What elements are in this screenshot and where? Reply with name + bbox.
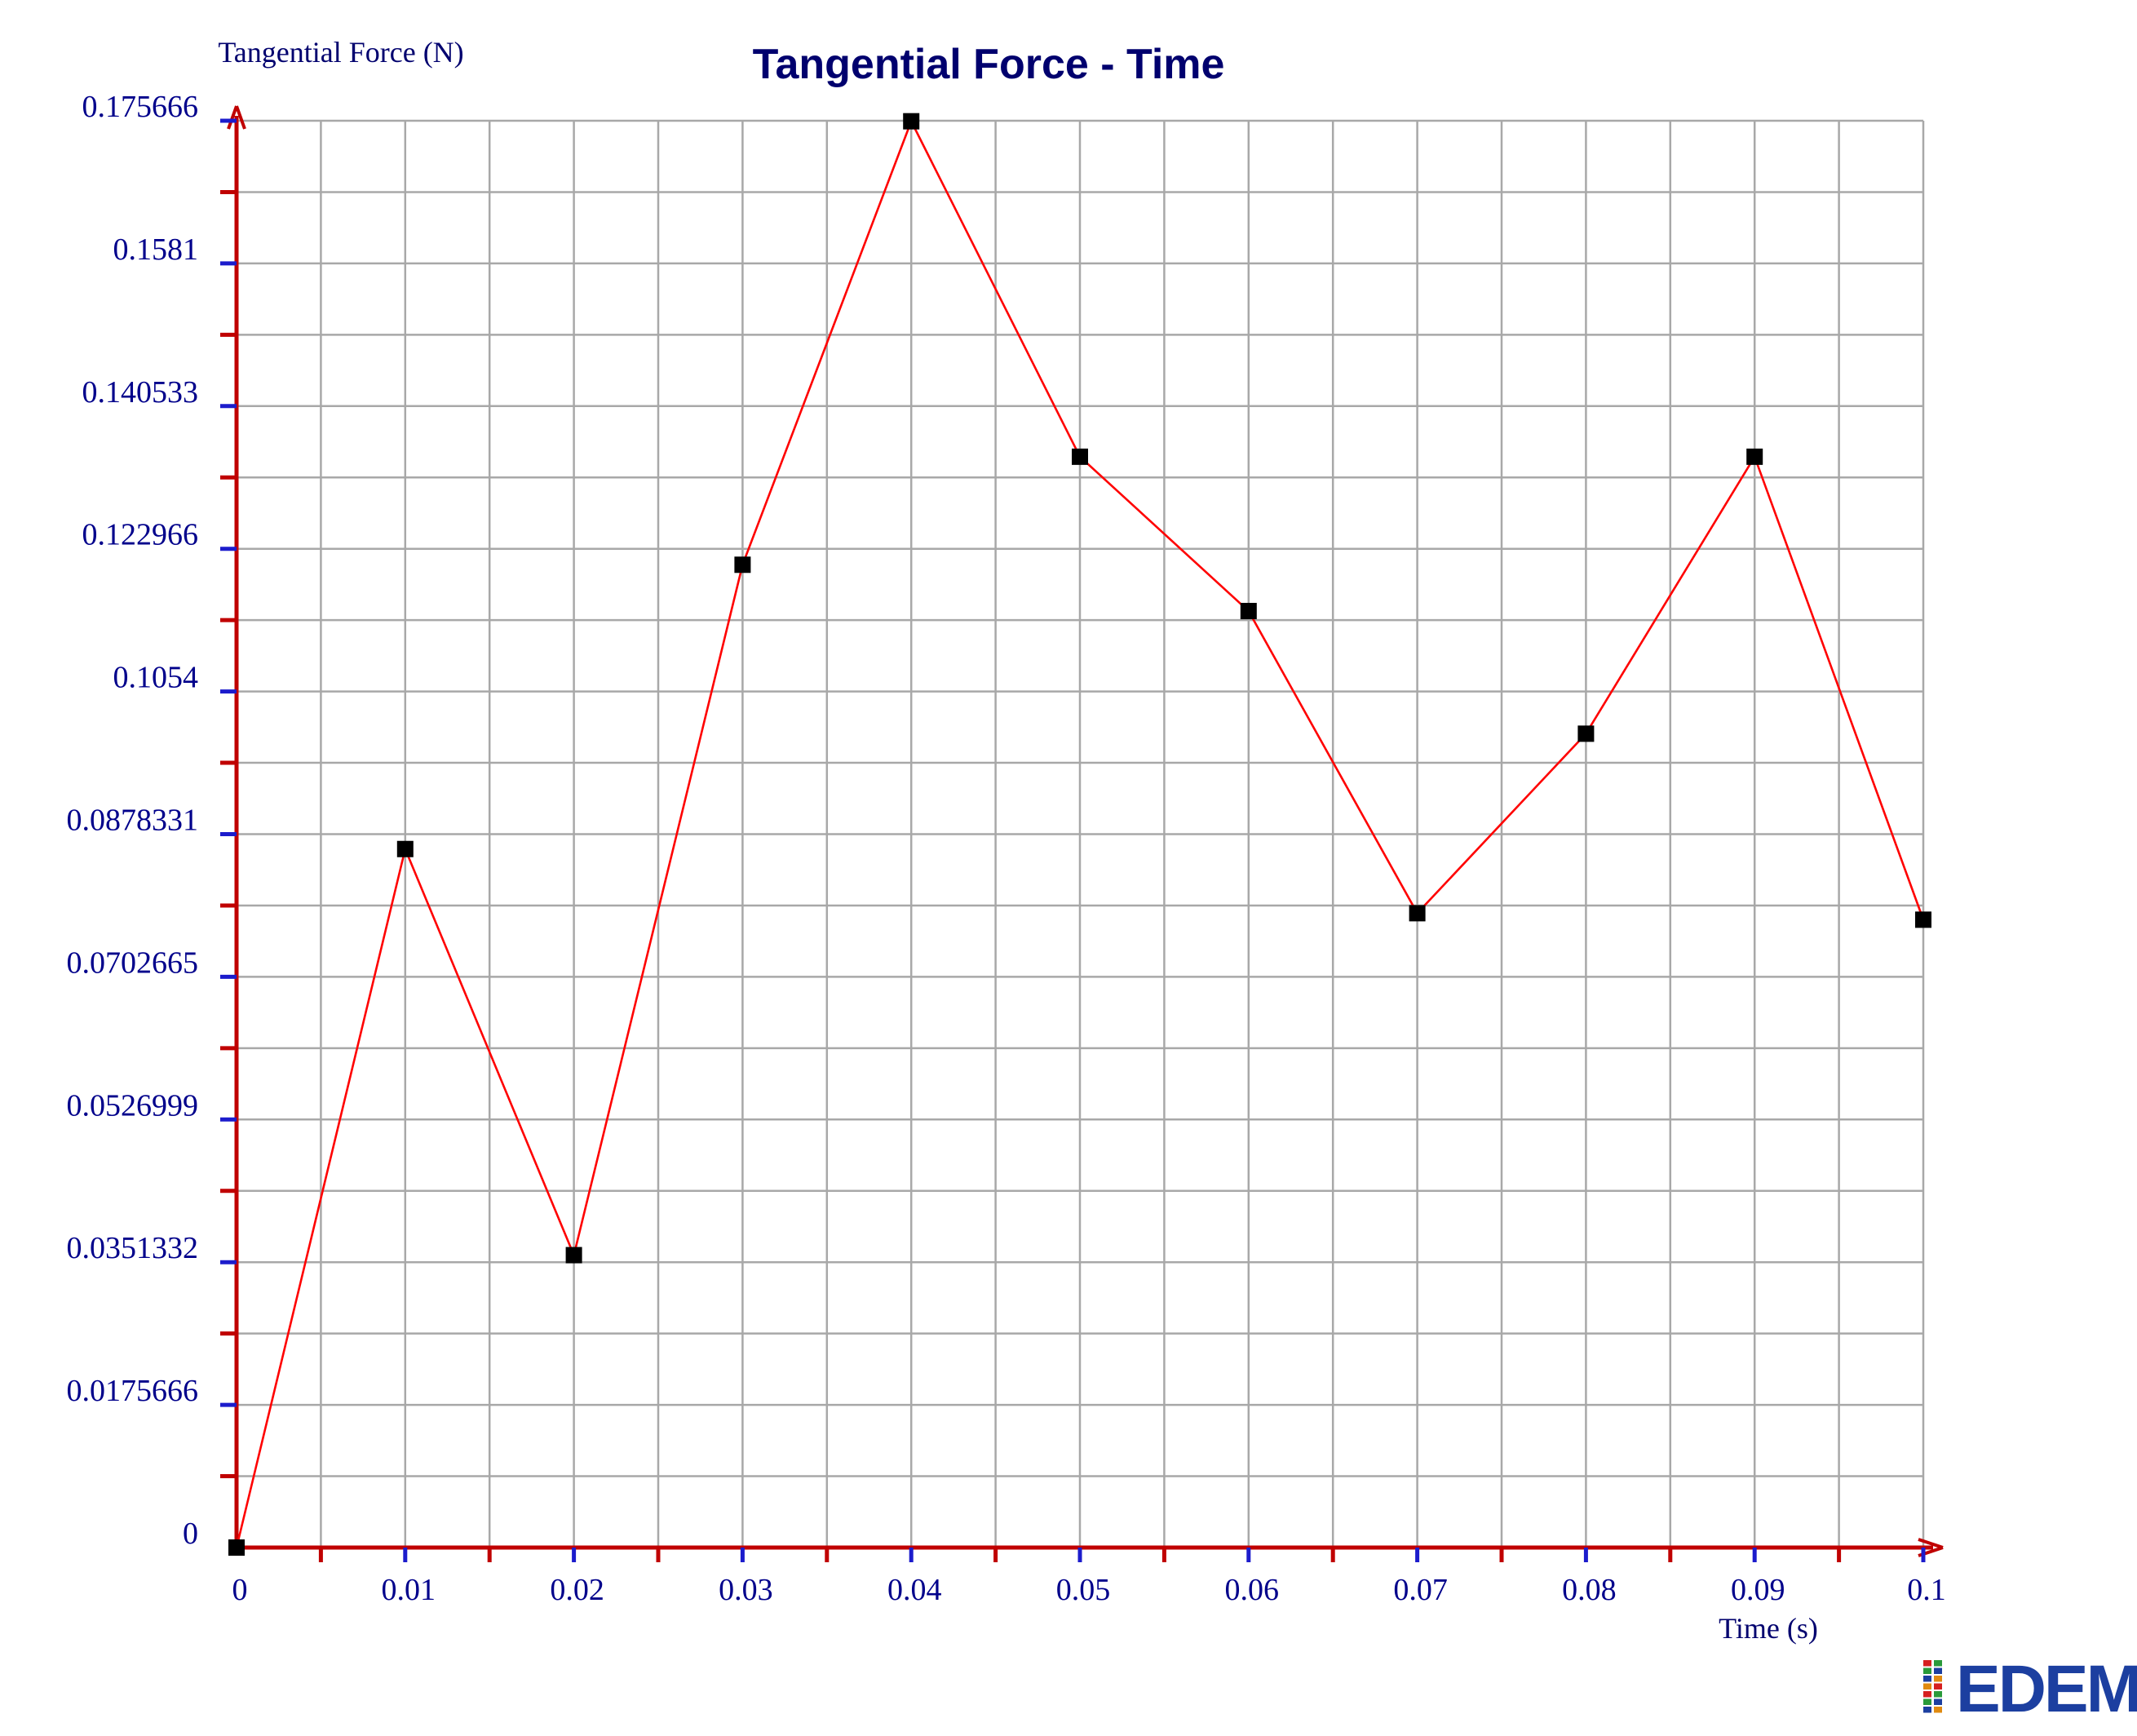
data-point xyxy=(1072,448,1088,465)
logo-square xyxy=(1923,1698,1931,1705)
x-tick-label: 0.01 xyxy=(382,1573,436,1607)
data-point xyxy=(228,1539,245,1556)
x-tick-label: 0 xyxy=(232,1573,248,1607)
x-tick-label: 0.1 xyxy=(1907,1573,1946,1607)
edem-logo: EDEM xyxy=(1923,1652,2137,1726)
x-tick-label: 0.03 xyxy=(719,1573,773,1607)
y-tick-label: 0.1581 xyxy=(113,232,199,267)
y-tick-label: 0.0526999 xyxy=(67,1088,199,1123)
logo-square xyxy=(1923,1660,1931,1667)
x-tick-label: 0.05 xyxy=(1056,1573,1111,1607)
data-point xyxy=(734,556,751,574)
logo-square xyxy=(1934,1683,1942,1690)
grid xyxy=(237,119,1925,1548)
data-point xyxy=(1915,911,1931,928)
y-tick-label: 0 xyxy=(183,1517,198,1551)
x-tick-label: 0.04 xyxy=(887,1573,942,1607)
logo-square xyxy=(1934,1676,1942,1682)
y-tick-label: 0.0878331 xyxy=(67,803,199,837)
x-tick-label: 0.06 xyxy=(1225,1573,1280,1607)
data-point xyxy=(396,840,414,857)
data-point xyxy=(903,113,920,130)
logo-square xyxy=(1923,1676,1931,1682)
logo-text: EDEM xyxy=(1956,1652,2137,1726)
data-point xyxy=(1240,603,1257,620)
ticks: 0 0.01 0.02 0.03 0.04 0.05 0.06 0.07 0.08 0.09 0.1… xyxy=(67,90,1946,1607)
y-tick-label: 0.140533 xyxy=(82,375,199,410)
axes xyxy=(227,105,1944,1557)
logo-square xyxy=(1934,1707,1942,1713)
y-tick-label: 0.1054 xyxy=(113,661,199,695)
data-point xyxy=(1409,905,1426,922)
logo-square xyxy=(1923,1707,1931,1713)
y-tick-label: 0.175666 xyxy=(82,90,199,124)
y-tick-label: 0.0702665 xyxy=(67,946,199,980)
y-tick-label: 0.0351332 xyxy=(67,1231,199,1265)
data-point xyxy=(1746,448,1763,465)
x-tick-label: 0.09 xyxy=(1731,1573,1785,1607)
logo-square xyxy=(1934,1660,1942,1667)
x-tick-label: 0.02 xyxy=(550,1573,604,1607)
x-axis-label: Time (s) xyxy=(1719,1612,1818,1645)
series xyxy=(228,113,1931,1556)
logo-square xyxy=(1934,1667,1942,1674)
logo-square xyxy=(1923,1683,1931,1690)
y-axis-arrow-icon xyxy=(227,105,246,130)
y-axis-label: Tangential Force (N) xyxy=(218,36,463,69)
chart-title: Tangential Force - Time xyxy=(753,41,1225,88)
x-tick-label: 0.08 xyxy=(1562,1573,1617,1607)
data-point xyxy=(1577,725,1595,742)
logo-mark-icon xyxy=(1923,1660,1942,1713)
y-tick-label: 0.0175666 xyxy=(67,1374,199,1408)
data-point xyxy=(565,1247,582,1264)
x-tick-label: 0.07 xyxy=(1393,1573,1448,1607)
logo-square xyxy=(1934,1691,1942,1698)
logo-square xyxy=(1923,1691,1931,1698)
logo-square xyxy=(1923,1667,1931,1674)
logo-square xyxy=(1934,1698,1942,1705)
y-tick-label: 0.122966 xyxy=(82,518,199,552)
